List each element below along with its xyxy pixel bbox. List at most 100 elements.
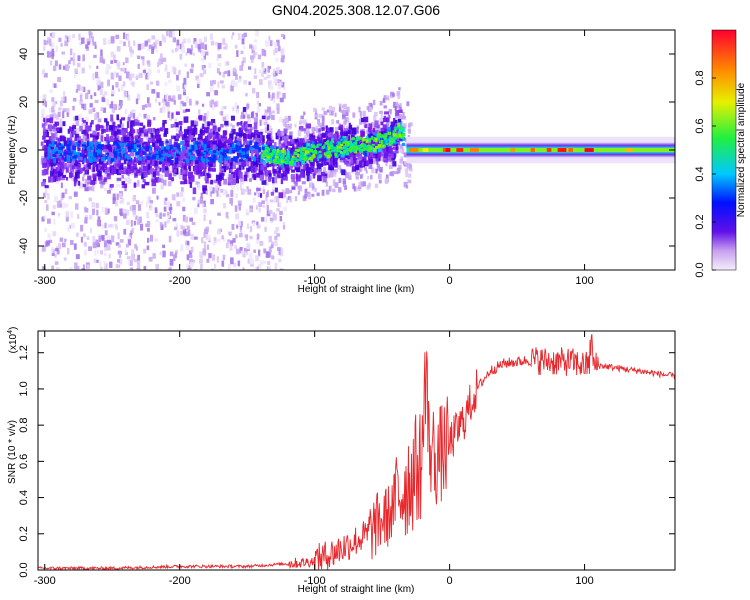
band-cell (178, 130, 183, 137)
noise-speckle (273, 213, 277, 221)
colorbar-gradient (711, 29, 737, 271)
band-cell (218, 127, 221, 131)
noise-speckle (92, 107, 96, 112)
noise-speckle (370, 174, 373, 180)
colorbar-tick-label: 0.0 (694, 262, 706, 277)
band-cell (142, 142, 145, 147)
band-cell (75, 163, 78, 170)
noise-speckle (191, 148, 195, 155)
band-cell (152, 159, 155, 166)
noise-speckle (256, 92, 260, 99)
band-core (90, 141, 94, 147)
band-cell (69, 156, 72, 164)
noise-speckle (248, 161, 252, 167)
noise-speckle (43, 72, 48, 78)
noise-speckle (234, 73, 238, 80)
band-cell (253, 122, 258, 130)
band-core (236, 156, 239, 159)
band-cell (269, 161, 272, 167)
tone-peak (442, 148, 449, 152)
noise-speckle (243, 32, 248, 38)
band-cell (133, 157, 136, 163)
noise-speckle (113, 54, 116, 62)
noise-speckle (326, 172, 330, 179)
band-cell (81, 148, 87, 154)
band-core (119, 143, 124, 147)
bottom-y-ticks: 0.00.20.40.60.81.01.2 (18, 345, 675, 578)
noise-speckle (243, 79, 248, 85)
noise-speckle (119, 101, 123, 106)
noise-speckle (217, 42, 222, 49)
noise-speckle (277, 202, 281, 207)
band-core (226, 156, 230, 161)
noise-speckle (257, 249, 261, 257)
noise-speckle (297, 130, 302, 137)
band-cell (321, 127, 325, 131)
noise-speckle (55, 115, 59, 120)
noise-speckle (193, 152, 197, 159)
band-core (165, 140, 169, 144)
noise-speckle (110, 60, 114, 64)
tone-peak (510, 148, 516, 152)
noise-speckle (159, 251, 162, 256)
noise-speckle (42, 266, 46, 270)
noise-speckle (82, 86, 86, 93)
band-cell (42, 129, 47, 136)
noise-speckle (186, 254, 190, 261)
band-core (89, 152, 93, 155)
band-cell (325, 125, 328, 133)
tone-peak (546, 148, 552, 152)
noise-speckle (176, 85, 180, 92)
noise-speckle (130, 81, 135, 85)
band-core (244, 158, 248, 161)
ridge-cell (356, 138, 360, 141)
band-cell (316, 157, 322, 162)
band-cell (319, 137, 323, 144)
noise-speckle (389, 109, 392, 115)
noise-speckle (393, 171, 398, 175)
noise-speckle (404, 161, 407, 165)
bottom-x-axis-label: Height of straight line (km) (298, 584, 415, 595)
band-cell (199, 170, 202, 175)
band-cell (220, 123, 224, 128)
ridge-cell (286, 155, 290, 159)
noise-speckle (282, 118, 286, 124)
noise-speckle (342, 178, 346, 185)
band-cell (89, 122, 92, 128)
x-tick-label: 100 (575, 275, 593, 287)
noise-speckle (394, 114, 399, 118)
band-cell (220, 138, 226, 142)
noise-speckle (268, 246, 272, 253)
band-cell (368, 123, 373, 130)
band-cell (183, 179, 188, 185)
band-cell (91, 119, 94, 125)
ridge-cell (365, 139, 369, 143)
noise-speckle (329, 172, 334, 178)
ridge-cell (382, 144, 385, 148)
noise-speckle (201, 49, 205, 57)
noise-speckle (216, 57, 219, 62)
band-cell (358, 163, 361, 168)
noise-speckle (54, 101, 58, 105)
noise-speckle (204, 44, 207, 50)
ridge-cell (310, 149, 314, 153)
band-core (306, 142, 311, 147)
band-cell (84, 187, 89, 192)
band-core (100, 144, 105, 148)
band-cell (116, 114, 120, 121)
noise-speckle (103, 38, 107, 45)
ridge-cell (283, 160, 287, 164)
noise-speckle (146, 220, 151, 227)
band-cell (110, 149, 114, 157)
band-cell (81, 167, 86, 172)
noise-speckle (223, 106, 227, 110)
noise-speckle (347, 171, 351, 176)
band-cell (112, 130, 118, 136)
band-cell (281, 143, 286, 148)
band-core (311, 147, 315, 151)
band-cell (118, 147, 121, 152)
noise-speckle (378, 173, 382, 179)
noise-speckle (222, 38, 226, 45)
ridge-cell (340, 147, 344, 150)
band-cell (368, 134, 372, 139)
